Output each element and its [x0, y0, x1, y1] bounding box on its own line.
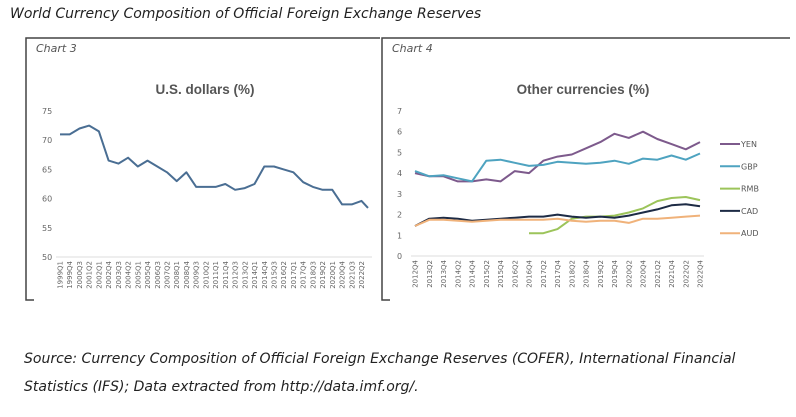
- legend-label: GBP: [741, 162, 758, 171]
- x-tick-label: 2012Q4: [412, 259, 420, 287]
- x-tick-label: 2009Q3: [193, 261, 201, 289]
- x-tick-label: 2004Q2: [125, 261, 133, 289]
- x-tick-label: 1999Q4: [66, 260, 74, 288]
- x-tick-label: 1999Q1: [57, 261, 65, 289]
- chart-frame: [25, 37, 380, 301]
- x-tick-label: 2021Q4: [668, 259, 676, 287]
- legend-label: RMB: [741, 185, 759, 194]
- y-tick-label: 50: [42, 253, 52, 262]
- x-tick-label: 2017Q1: [290, 261, 298, 289]
- series-line-u-s-dollars: [60, 124, 369, 209]
- legend-label: CAD: [741, 207, 758, 216]
- x-tick-label: 2013Q4: [440, 259, 448, 287]
- x-tick-label: 2002Q4: [105, 260, 113, 288]
- x-tick-label: 2013Q2: [241, 261, 249, 289]
- x-tick-label: 2005Q1: [134, 261, 142, 289]
- y-tick-label: 5: [397, 148, 402, 157]
- series-line-aud: [414, 214, 701, 227]
- y-tick-label: 60: [42, 195, 52, 204]
- x-tick-label: 2014Q4: [469, 259, 477, 287]
- x-tick-label: 2016Q2: [280, 261, 288, 289]
- y-tick-label: 70: [42, 136, 52, 145]
- x-tick-label: 2002Q1: [95, 261, 103, 289]
- x-tick-label: 2020Q4: [640, 259, 648, 287]
- x-tick-label: 2003Q3: [115, 261, 123, 289]
- x-tick-label: 2016Q4: [526, 259, 534, 287]
- x-tick-label: 2013Q2: [426, 260, 434, 288]
- figure-header: World Currency Composition of Official F…: [10, 6, 482, 22]
- chart-title: U.S. dollars (%): [155, 82, 254, 97]
- x-tick-label: 2020Q2: [625, 260, 633, 288]
- x-tick-label: 2017Q2: [540, 260, 548, 288]
- x-tick-label: 2014Q1: [251, 261, 259, 289]
- series-line-cad: [414, 203, 701, 227]
- x-tick-label: 2015Q2: [483, 260, 491, 288]
- legend-label: AUD: [741, 229, 759, 238]
- x-tick-label: 2020Q1: [329, 261, 337, 289]
- y-tick-label: 3: [397, 190, 402, 199]
- x-tick-label: 2022Q4: [697, 259, 705, 287]
- x-tick-label: 2018Q4: [583, 259, 591, 287]
- legend-label: YEN: [740, 140, 757, 149]
- x-tick-label: 2014Q2: [454, 260, 462, 288]
- y-tick-label: 0: [397, 252, 402, 261]
- series-line-yen: [414, 130, 701, 183]
- chart-title: Other currencies (%): [517, 82, 650, 97]
- y-tick-label: 55: [42, 224, 52, 233]
- x-tick-label: 2012Q3: [232, 261, 240, 289]
- x-tick-label: 2000Q3: [76, 261, 84, 289]
- y-tick-label: 1: [397, 231, 402, 240]
- source-note: Source: Currency Composition of Official…: [24, 351, 736, 395]
- x-tick-label: 2006Q3: [154, 261, 162, 289]
- y-tick-label: 6: [397, 128, 402, 137]
- x-tick-label: 2017Q4: [300, 260, 308, 288]
- x-tick-label: 2020Q4: [339, 260, 347, 288]
- x-tick-label: 2008Q1: [173, 261, 181, 289]
- y-tick-label: 2: [397, 211, 402, 220]
- x-tick-label: 2018Q2: [568, 260, 576, 288]
- y-tick-label: 4: [397, 169, 402, 178]
- x-tick-label: 2022Q2: [682, 260, 690, 288]
- x-tick-label: 2018Q3: [309, 261, 317, 289]
- y-tick-label: 7: [397, 107, 402, 116]
- x-tick-label: 2011Q1: [212, 261, 220, 289]
- chart-frame: [381, 37, 790, 301]
- x-tick-label: 2019Q4: [611, 259, 619, 287]
- x-tick-label: 2015Q3: [270, 261, 278, 289]
- y-tick-label: 65: [42, 165, 52, 174]
- x-tick-label: 2017Q4: [554, 259, 562, 287]
- x-tick-label: 2010Q2: [202, 261, 210, 289]
- x-tick-label: 2021Q3: [348, 261, 356, 289]
- x-tick-label: 2021Q2: [654, 260, 662, 288]
- x-tick-label: 2007Q2: [163, 261, 171, 289]
- x-tick-label: 2008Q4: [183, 260, 191, 288]
- series-line-rmb: [529, 196, 701, 235]
- chart-label: Chart 3: [36, 42, 77, 55]
- chart-3: Chart 3 U.S. dollars (%) 50 55 60 65 70 75 1999Q…: [25, 37, 380, 301]
- x-tick-label: 2001Q2: [86, 261, 94, 289]
- chart-label: Chart 4: [392, 42, 433, 55]
- x-tick-label: 2022Q2: [358, 261, 366, 289]
- x-tick-label: 2014Q4: [261, 260, 269, 288]
- chart-4: Chart 4 Other currencies (%) 0 1 2 3 4 5 6 7 2012Q…: [381, 37, 790, 301]
- x-tick-label: 2019Q2: [319, 261, 327, 289]
- x-tick-label: 2005Q4: [144, 260, 152, 288]
- x-tick-label: 2011Q4: [222, 260, 230, 288]
- x-tick-label: 2019Q2: [597, 260, 605, 288]
- y-tick-label: 75: [42, 107, 52, 116]
- x-tick-label: 2016Q2: [511, 260, 519, 288]
- x-tick-label: 2015Q4: [497, 259, 505, 287]
- series-line-gbp: [414, 152, 701, 183]
